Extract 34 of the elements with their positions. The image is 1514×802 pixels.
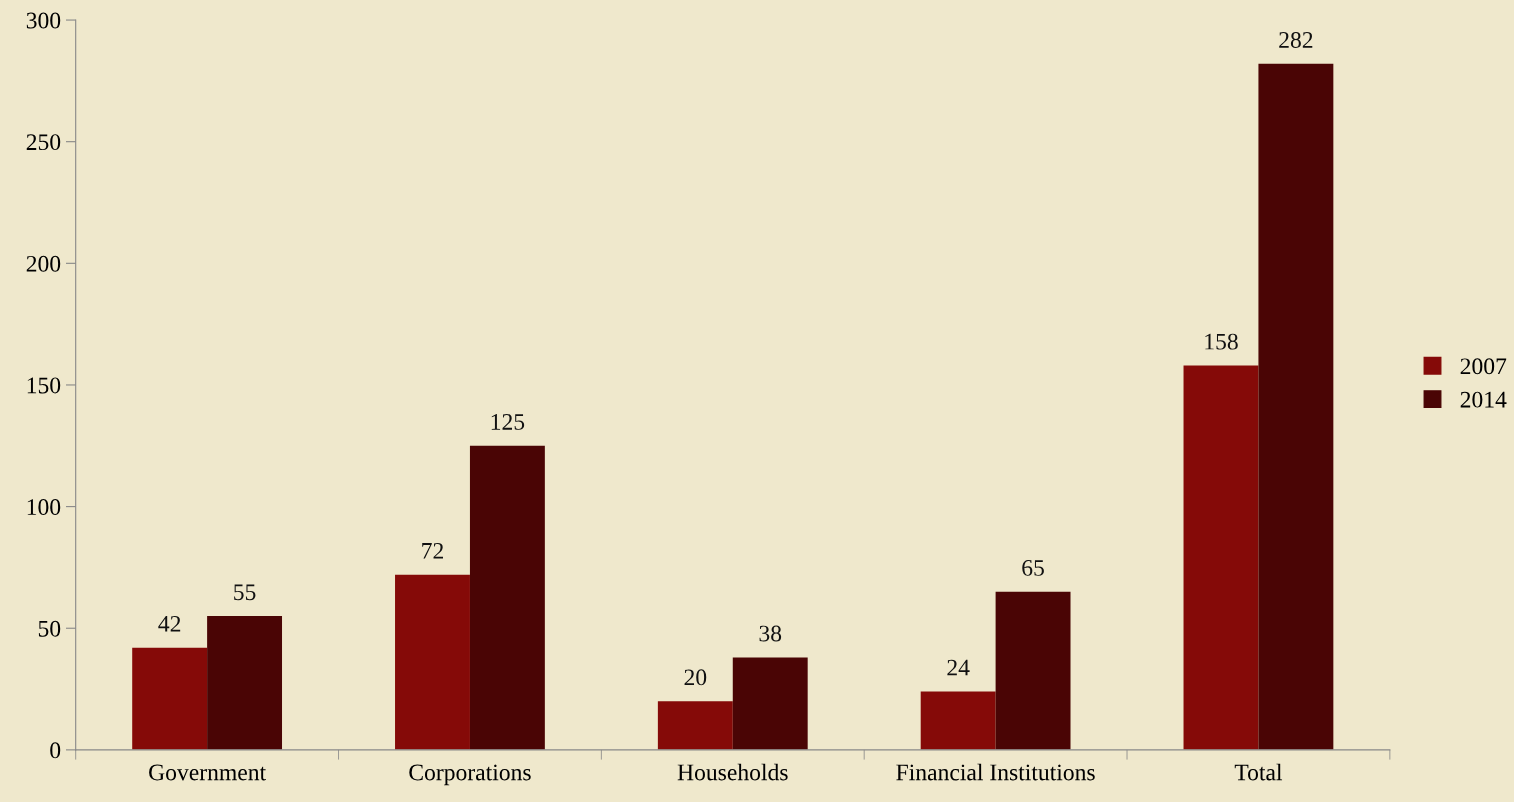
y-tick-label: 300 [26, 12, 61, 29]
bar [395, 574, 470, 750]
bar [1183, 365, 1259, 750]
x-tick-label: Total [1234, 763, 1283, 781]
bar [1258, 63, 1334, 750]
x-tick-label: Households [677, 763, 788, 781]
legend-label: 2007 [1460, 358, 1507, 375]
data-label: 20 [684, 669, 707, 686]
x-tick-label: Financial Institutions [896, 763, 1095, 781]
bar [995, 591, 1071, 750]
data-label: 42 [158, 615, 181, 632]
y-tick-label: 250 [26, 134, 61, 151]
data-label: 65 [1022, 559, 1044, 576]
data-label: 55 [234, 584, 256, 601]
x-tick-label: Corporations [409, 764, 531, 786]
data-label: 24 [947, 659, 970, 676]
y-tick-label: 0 [50, 742, 61, 759]
data-label: 158 [1205, 333, 1238, 350]
x-tick-label: Government [149, 764, 266, 781]
y-tick-label: 200 [26, 255, 61, 272]
bar [132, 647, 208, 750]
y-tick-label: 50 [38, 620, 61, 637]
data-label: 125 [491, 414, 525, 430]
data-label: 38 [759, 625, 782, 642]
bar [920, 691, 996, 750]
bar [469, 445, 545, 750]
y-tick-label: 150 [27, 377, 61, 394]
y-tick-label: 100 [27, 499, 61, 516]
legend-label: 2014 [1460, 391, 1507, 408]
bar [657, 701, 733, 750]
data-label: 282 [1279, 32, 1313, 48]
bar [207, 616, 283, 750]
data-label: 72 [422, 542, 443, 559]
bar [732, 657, 808, 750]
